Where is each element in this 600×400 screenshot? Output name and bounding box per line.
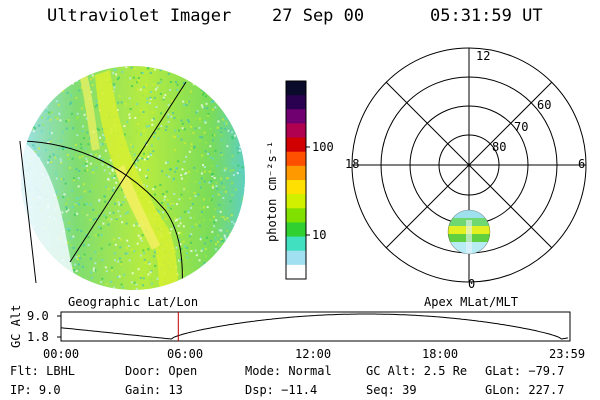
mlat-70-label: 70: [514, 120, 529, 134]
colorbar-label: photon cm⁻²s⁻¹: [265, 140, 279, 242]
time-tick-2359: 23:59: [549, 347, 586, 361]
apex-mlat-title: Apex MLat/MLT: [424, 295, 518, 309]
mlt-18-label: 18: [345, 157, 360, 171]
colorbar-swatch: [286, 95, 306, 110]
colorbar: [285, 80, 310, 280]
mlat-60-label: 60: [537, 98, 552, 112]
colorbar-swatch: [286, 222, 306, 238]
auroral-oval-blob: [447, 209, 491, 255]
dsp-info: Dsp: −11.4: [245, 383, 318, 397]
door-info: Door: Open: [125, 364, 198, 378]
alt-tick-9: 9.0: [27, 309, 49, 323]
glon-info: GLon: 227.7: [485, 383, 565, 397]
colorbar-swatch: [286, 264, 306, 280]
date-label: 27 Sep 00: [272, 6, 365, 26]
mlt-6-label: 6: [578, 157, 586, 171]
colorbar-swatch: [286, 194, 306, 209]
polar-grid: [351, 47, 587, 283]
mlt-0-label: 0: [468, 277, 476, 291]
colorbar-swatch: [286, 151, 306, 167]
alt-tick-1-8: 1.8: [27, 330, 49, 344]
altitude-timeline: [57, 311, 571, 342]
colorbar-tick-10: 10: [312, 228, 327, 242]
uv-image-disk: [19, 66, 245, 290]
mode-info: Mode: Normal: [245, 364, 332, 378]
colorbar-swatch: [286, 208, 306, 224]
gc-alt-info: GC Alt: 2.5 Re: [366, 364, 468, 378]
time-tick-1200: 12:00: [295, 347, 332, 361]
gc-alt-axis-label: GC Alt: [9, 304, 23, 348]
colorbar-swatch: [286, 123, 306, 139]
time-tick-0600: 06:00: [167, 347, 204, 361]
colorbar-swatch: [286, 180, 306, 195]
mlt-12-label: 12: [476, 49, 491, 63]
colorbar-swatch: [286, 250, 306, 266]
gain-info: Gain: 13: [125, 383, 183, 397]
colorbar-swatch: [286, 137, 306, 153]
geo-latlon-title: Geographic Lat/Lon: [68, 295, 199, 309]
time-tick-1800: 18:00: [422, 347, 459, 361]
colorbar-swatch: [286, 165, 306, 181]
time-label: 05:31:59 UT: [430, 6, 543, 26]
time-tick-0000: 00:00: [43, 347, 80, 361]
colorbar-swatch: [286, 81, 306, 96]
instrument-title: Ultraviolet Imager: [47, 6, 232, 26]
seq-info: Seq: 39: [366, 383, 417, 397]
colorbar-swatch: [286, 236, 306, 252]
ip-info: IP: 9.0: [10, 383, 61, 397]
colorbar-tick-100: 100: [312, 140, 334, 154]
colorbar-swatch: [286, 109, 306, 125]
glat-info: GLat: −79.7: [485, 364, 565, 378]
mlat-80-label: 80: [492, 140, 507, 154]
filter-info: Flt: LBHL: [10, 364, 76, 378]
